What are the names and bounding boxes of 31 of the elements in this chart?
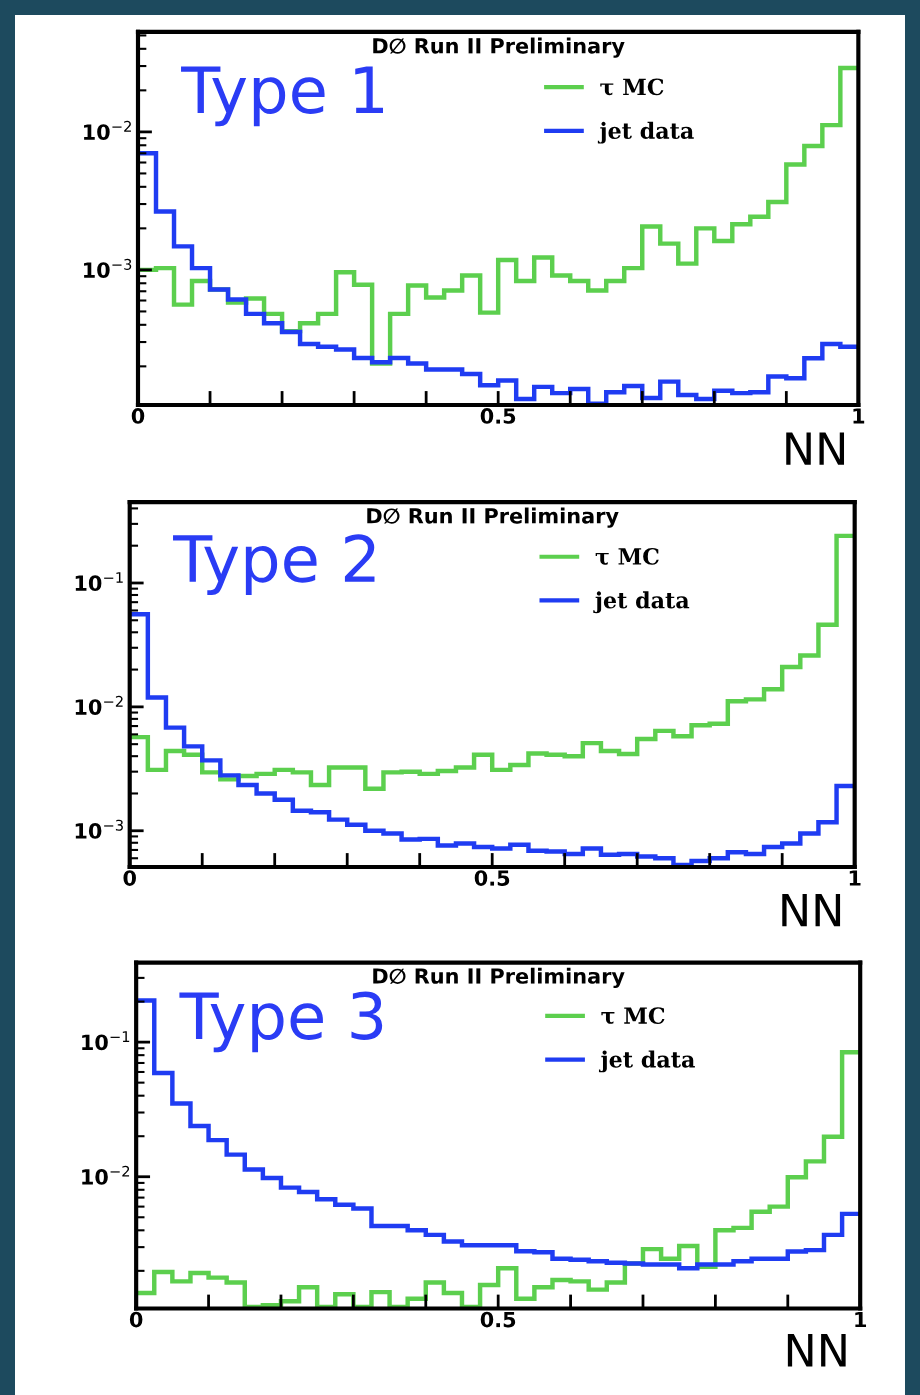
- chart-title: D∅ Run II Preliminary: [373, 967, 625, 989]
- x-axis-title: NN: [786, 432, 845, 465]
- legend-label: τ MC: [601, 1007, 665, 1024]
- legend-label: jet data: [598, 1050, 695, 1073]
- y-tick-label: 10$^{−2}$: [82, 1165, 130, 1185]
- annotation: Type 2: [173, 534, 375, 596]
- legend-label: jet data: [593, 591, 690, 614]
- chart-title: D∅ Run II Preliminary: [367, 507, 619, 528]
- y-tick-label: 10$^{−3}$: [84, 258, 132, 278]
- x-tick-label: 0: [123, 870, 136, 886]
- x-axis-title: NN: [782, 893, 841, 927]
- y-tick-label: 10$^{−1}$: [75, 572, 123, 592]
- x-tick-label: 1: [853, 408, 865, 424]
- x-tick-label: 0.5: [480, 1311, 516, 1328]
- y-tick-label: 10$^{−2}$: [75, 695, 123, 715]
- legend-label: τ MC: [595, 548, 659, 565]
- legend-label: τ MC: [600, 78, 664, 96]
- annotation: Type 3: [179, 991, 383, 1053]
- legend-label: jet data: [597, 121, 694, 144]
- chart-title: D∅ Run II Preliminary: [373, 37, 625, 58]
- x-tick-label: 0.5: [474, 870, 510, 886]
- annotation: Type 1: [181, 66, 383, 127]
- x-tick-label: 1: [849, 870, 861, 886]
- y-tick-label: 10$^{−1}$: [82, 1031, 130, 1051]
- x-tick-label: 1: [855, 1311, 867, 1328]
- x-tick-label: 0: [131, 408, 145, 424]
- x-tick-label: 0: [129, 1311, 143, 1328]
- x-tick-label: 0.5: [480, 408, 516, 424]
- x-axis-title: NN: [787, 1334, 846, 1367]
- y-tick-label: 10$^{−2}$: [84, 120, 131, 140]
- y-tick-label: 10$^{−3}$: [75, 819, 123, 839]
